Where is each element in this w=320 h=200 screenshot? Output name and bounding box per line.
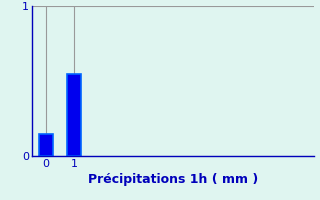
Bar: [39, 134, 53, 156]
Bar: [67, 73, 81, 156]
X-axis label: Précipitations 1h ( mm ): Précipitations 1h ( mm ): [88, 173, 258, 186]
